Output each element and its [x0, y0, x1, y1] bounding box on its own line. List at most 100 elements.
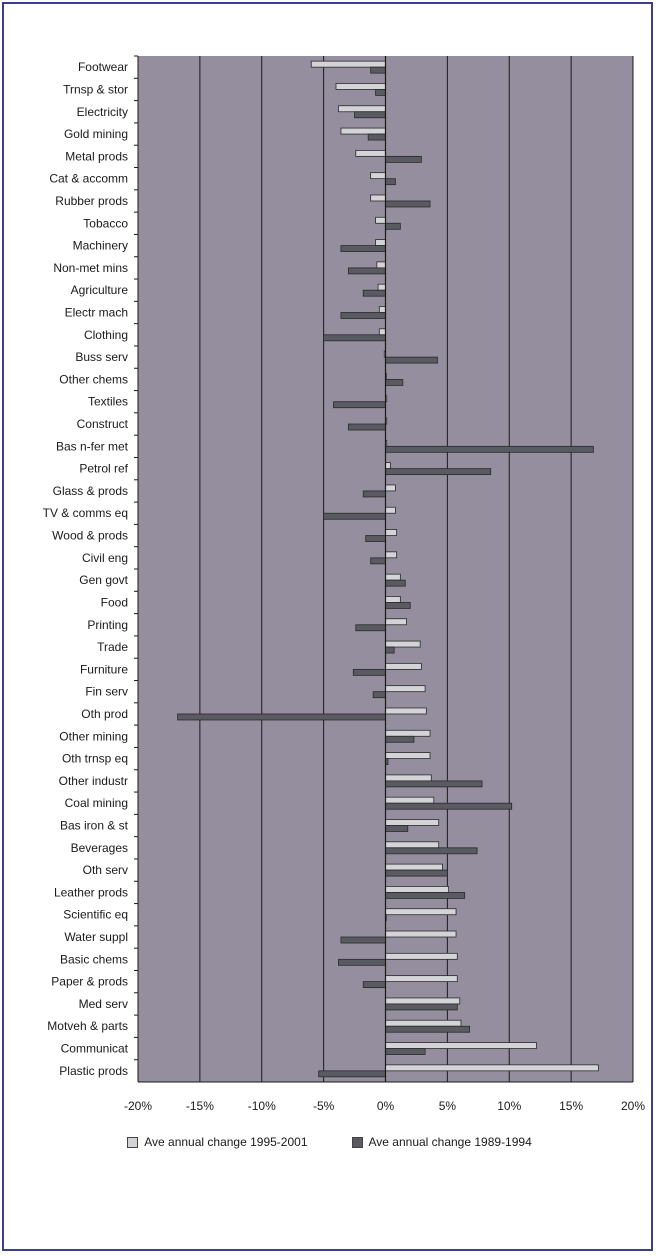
bar-1995-2001 — [385, 551, 398, 559]
category-label: Plastic prods — [59, 1064, 128, 1078]
bar-1989-1994 — [370, 557, 386, 565]
bar-1995-2001 — [385, 1064, 599, 1072]
bar-1989-1994 — [323, 512, 386, 520]
bar-1989-1994 — [385, 802, 513, 810]
legend-item-1989-1994: Ave annual change 1989-1994 — [351, 1135, 532, 1149]
bar-1989-1994 — [375, 89, 386, 96]
x-tick-label: -15% — [186, 1099, 214, 1113]
legend-label-1995-2001: Ave annual change 1995-2001 — [144, 1135, 308, 1149]
bar-1995-2001 — [385, 774, 432, 782]
category-label: Bas n-fer met — [56, 439, 129, 453]
bar-1989-1994 — [385, 1048, 426, 1055]
bar-1995-2001 — [385, 596, 401, 603]
bar-1995-2001 — [385, 640, 421, 648]
bar-1989-1994 — [340, 245, 386, 252]
bar-1989-1994 — [365, 535, 386, 542]
x-tick-label: 5% — [439, 1099, 457, 1113]
category-label: Civil eng — [82, 551, 128, 565]
category-label: Oth serv — [83, 863, 128, 877]
bar-1995-2001 — [385, 952, 458, 960]
bar-1995-2001 — [385, 997, 461, 1005]
bar-1989-1994 — [347, 267, 386, 275]
bar-1995-2001 — [310, 60, 386, 68]
category-label: Bas iron & st — [60, 819, 129, 833]
bar-1989-1994 — [385, 356, 438, 364]
bar-1989-1994 — [338, 958, 386, 966]
bar-1995-2001 — [340, 127, 386, 135]
category-label: Gold mining — [64, 127, 128, 141]
category-label: Oth prod — [81, 707, 128, 721]
bar-1989-1994 — [385, 200, 431, 208]
bar-1995-2001 — [385, 796, 435, 804]
category-label: Water suppl — [64, 930, 128, 944]
bar-1995-2001 — [370, 194, 386, 202]
bar-1995-2001 — [385, 484, 396, 492]
category-label: Fin serv — [85, 685, 128, 699]
legend-swatch-1995-2001 — [127, 1136, 139, 1148]
bar-1989-1994 — [318, 1070, 386, 1078]
bar-1989-1994 — [385, 780, 483, 788]
category-label: Scientific eq — [63, 908, 128, 922]
category-label: Other chems — [59, 372, 128, 386]
bar-1995-2001 — [375, 216, 386, 224]
bar-1989-1994 — [385, 892, 466, 899]
bar-1989-1994 — [352, 668, 386, 676]
bar-1995-2001 — [385, 573, 401, 581]
category-label: Other mining — [59, 729, 128, 743]
bar-1989-1994 — [333, 401, 386, 409]
x-tick-label: -5% — [313, 1099, 335, 1113]
bar-1995-2001 — [385, 886, 450, 893]
bar-1989-1994 — [385, 468, 492, 476]
category-label: Metal prods — [65, 149, 128, 163]
bar-1995-2001 — [385, 685, 426, 693]
bar-1995-2001 — [385, 863, 443, 871]
category-label: Oth trnsp eq — [62, 752, 128, 766]
category-label: Tobacco — [83, 216, 128, 230]
bar-1989-1994 — [362, 981, 386, 989]
bar-1989-1994 — [177, 713, 386, 721]
bar-1995-2001 — [338, 105, 386, 113]
bar-1995-2001 — [385, 529, 398, 536]
bar-1995-2001 — [385, 729, 431, 737]
bar-1995-2001 — [385, 1019, 462, 1027]
category-label: Non-met mins — [53, 261, 128, 275]
category-label: Textiles — [88, 395, 128, 409]
category-label: Coal mining — [65, 796, 128, 810]
bar-1989-1994 — [385, 1025, 471, 1033]
bar-1989-1994 — [354, 111, 386, 119]
legend-swatch-1989-1994 — [351, 1136, 363, 1148]
category-label: Footwear — [78, 60, 128, 74]
category-label: Agriculture — [71, 283, 129, 297]
category-label: Trnsp & stor — [63, 82, 128, 96]
bar-1995-2001 — [355, 149, 386, 157]
category-label: Leather prods — [54, 885, 128, 899]
bar-1989-1994 — [362, 289, 386, 297]
category-label: Paper & prods — [51, 975, 128, 989]
x-tick-label: 15% — [559, 1099, 583, 1113]
bar-1995-2001 — [385, 707, 427, 715]
bar-1989-1994 — [385, 602, 411, 609]
bar-1995-2001 — [385, 462, 391, 470]
bar-1995-2001 — [385, 841, 440, 849]
bar-1989-1994 — [385, 869, 448, 877]
category-label: Communicat — [61, 1042, 129, 1056]
category-label: Food — [101, 595, 128, 609]
bar-1989-1994 — [385, 847, 478, 855]
bar-1989-1994 — [385, 379, 404, 386]
bar-1989-1994 — [385, 178, 396, 186]
bar-1989-1994 — [340, 312, 386, 319]
bar-1995-2001 — [335, 83, 386, 90]
category-label: Construct — [77, 417, 129, 431]
bar-1995-2001 — [370, 172, 386, 180]
bar-1995-2001 — [385, 908, 457, 916]
category-label: Petrol ref — [79, 462, 128, 476]
category-label: Gen govt — [79, 573, 128, 587]
bar-1995-2001 — [385, 662, 422, 670]
category-label: Printing — [87, 618, 128, 632]
category-label: Rubber prods — [55, 194, 128, 208]
category-label: Other industr — [59, 774, 128, 788]
category-label: Electr mach — [65, 306, 128, 320]
bar-1995-2001 — [385, 819, 440, 826]
bar-1995-2001 — [375, 239, 386, 246]
